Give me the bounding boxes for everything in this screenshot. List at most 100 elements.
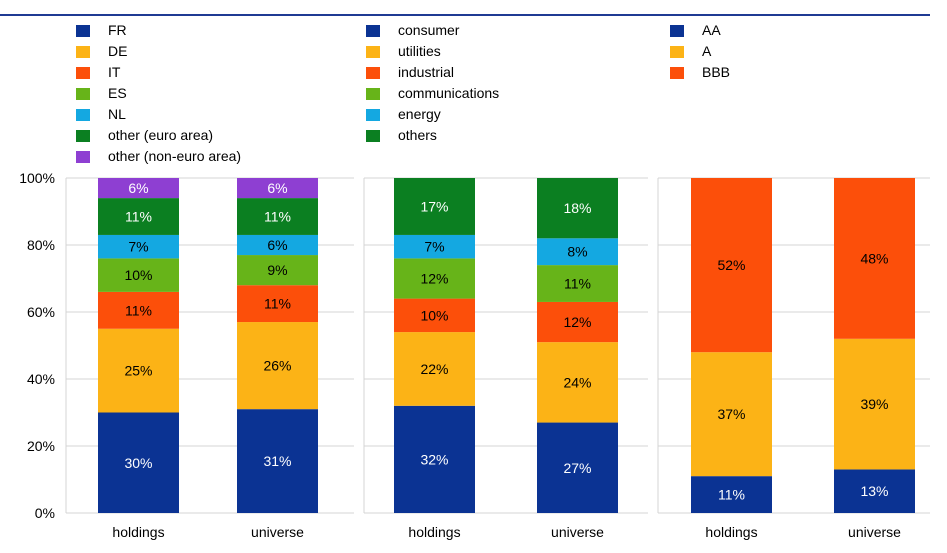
bar-segment: [691, 178, 772, 353]
bar-segment: [834, 338, 915, 470]
legend-swatch: [366, 88, 380, 100]
bar-segment: [834, 178, 915, 339]
data-label: 9%: [267, 262, 287, 278]
x-tick-label: universe: [251, 524, 304, 540]
legend-label: A: [702, 43, 712, 59]
bar-segment: [537, 422, 618, 513]
x-tick-label: holdings: [112, 524, 164, 540]
legend-label: industrial: [398, 64, 455, 80]
bar-segment: [98, 198, 179, 235]
legend-swatch: [670, 25, 684, 37]
data-label: 6%: [267, 180, 287, 196]
bar-segment: [98, 412, 179, 513]
data-label: 31%: [263, 453, 291, 469]
legend-label: energy: [398, 106, 441, 122]
legend-label: utilities: [398, 43, 441, 59]
bar-segment: [237, 198, 318, 235]
bar-segment: [691, 476, 772, 513]
bar-segment: [537, 265, 618, 302]
legend-swatch: [366, 109, 380, 121]
bar-segment: [537, 342, 618, 423]
bar-segment: [237, 178, 318, 199]
x-tick-label: holdings: [705, 524, 757, 540]
legend-swatch: [76, 67, 90, 79]
bar-segment: [537, 238, 618, 266]
data-label: 48%: [860, 250, 888, 266]
y-tick-label: 60%: [27, 304, 55, 320]
data-label: 13%: [860, 483, 888, 499]
bar-segment: [691, 352, 772, 477]
x-tick-label: universe: [551, 524, 604, 540]
data-label: 11%: [718, 487, 745, 503]
bar-segment: [834, 469, 915, 513]
legend-label: other (euro area): [108, 127, 214, 143]
data-label: 27%: [563, 460, 591, 476]
data-label: 12%: [420, 271, 448, 287]
y-tick-label: 40%: [27, 371, 55, 387]
data-label: 17%: [420, 198, 448, 214]
legend-swatch: [76, 109, 90, 121]
data-label: 11%: [125, 302, 152, 318]
data-label: 7%: [128, 239, 148, 255]
data-label: 22%: [420, 361, 448, 377]
legend-label: AA: [702, 22, 721, 38]
bar-segment: [394, 234, 475, 259]
x-tick-label: holdings: [408, 524, 460, 540]
bar-segment: [537, 301, 618, 343]
legend-label: other (non-euro area): [108, 148, 242, 164]
data-label: 25%: [124, 363, 152, 379]
y-tick-label: 100%: [19, 170, 55, 186]
legend-swatch: [76, 151, 90, 163]
y-tick-label: 20%: [27, 438, 55, 454]
legend-swatch: [76, 25, 90, 37]
data-label: 7%: [424, 239, 444, 255]
data-label: 52%: [717, 257, 745, 273]
bar-segment: [394, 332, 475, 406]
legend-swatch: [670, 67, 684, 79]
legend-swatch: [366, 25, 380, 37]
data-label: 11%: [125, 209, 152, 225]
data-label: 37%: [717, 406, 745, 422]
legend-label: ES: [108, 85, 127, 101]
bar-segment: [98, 178, 179, 199]
legend-label: consumer: [398, 22, 460, 38]
data-label: 6%: [267, 237, 287, 253]
y-tick-label: 80%: [27, 237, 55, 253]
data-label: 11%: [264, 296, 291, 312]
y-tick-label: 0%: [35, 505, 55, 521]
data-label: 39%: [860, 396, 888, 412]
legend-swatch: [76, 88, 90, 100]
bar-segment: [98, 291, 179, 329]
legend-label: others: [398, 127, 437, 143]
data-label: 10%: [420, 307, 448, 323]
bar-segment: [237, 234, 318, 256]
bar-segment: [98, 328, 179, 413]
bar-segment: [237, 409, 318, 513]
legend-swatch: [366, 46, 380, 58]
bar-segment: [237, 255, 318, 286]
bar-segment: [98, 258, 179, 292]
legend-swatch: [366, 67, 380, 79]
x-tick-label: universe: [848, 524, 901, 540]
bar-segment: [394, 298, 475, 333]
data-label: 10%: [124, 267, 152, 283]
data-label: 26%: [263, 358, 291, 374]
bar-segment: [394, 178, 475, 235]
data-label: 11%: [264, 209, 291, 225]
data-label: 8%: [567, 244, 587, 260]
data-label: 6%: [128, 180, 148, 196]
bar-segment: [98, 234, 179, 259]
legend-swatch: [670, 46, 684, 58]
legend-label: NL: [108, 106, 126, 122]
legend-label: BBB: [702, 64, 731, 80]
bar-segment: [394, 405, 475, 513]
bar-segment: [394, 258, 475, 299]
data-label: 11%: [564, 276, 591, 292]
data-label: 30%: [124, 455, 152, 471]
legend-label: FR: [108, 22, 127, 38]
bar-segment: [237, 322, 318, 410]
bar-segment: [537, 178, 618, 239]
legend-swatch: [366, 130, 380, 142]
legend-label: IT: [108, 64, 121, 80]
